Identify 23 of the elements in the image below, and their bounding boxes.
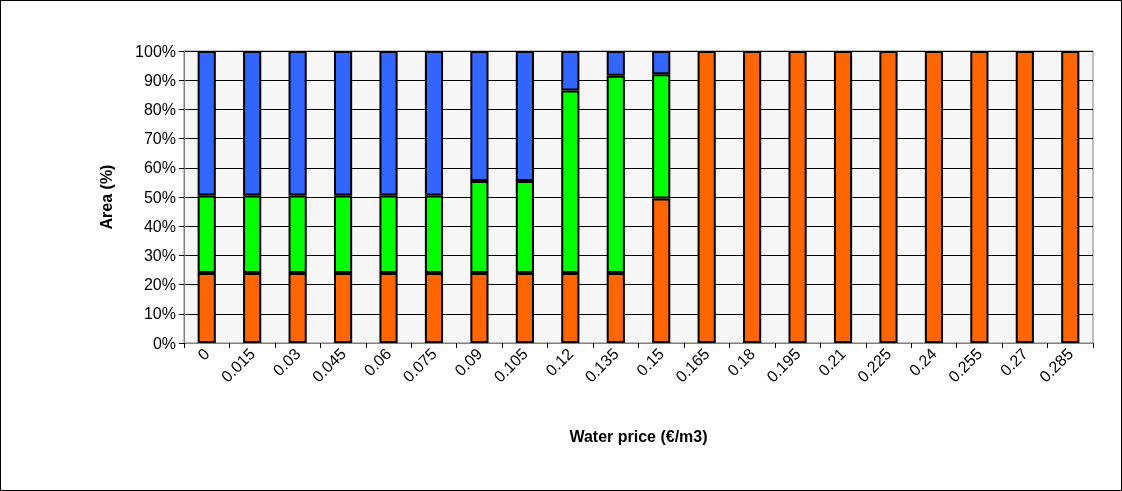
x-tick-label: 0.21 (815, 344, 850, 380)
y-tick-label: 50% (143, 188, 176, 206)
x-tick-label: 0.03 (269, 344, 304, 380)
y-tick-label: 40% (143, 217, 176, 235)
x-axis-title: Water price (€/m3) (569, 427, 708, 445)
x-tick-label: 0.15 (633, 344, 668, 380)
y-tick-label: 10% (143, 305, 176, 323)
x-tick-label: 0.12 (542, 344, 577, 380)
x-tick-label: 0.09 (451, 344, 486, 380)
y-tick-label: 70% (143, 130, 176, 148)
y-tick-label: 80% (143, 100, 176, 118)
y-tick-label: 30% (143, 246, 176, 264)
y-tick-label: 20% (143, 276, 176, 294)
x-tick-label: 0.06 (360, 344, 395, 380)
y-tick-label: 60% (143, 159, 176, 177)
x-tick-label: 0.24 (905, 344, 940, 380)
x-tick-label: 0.18 (724, 344, 759, 380)
y-tick-label: 0% (152, 334, 176, 352)
y-tick-label: 100% (135, 42, 176, 60)
y-axis-title: Area (%) (97, 164, 115, 230)
y-tick-label: 90% (143, 71, 176, 89)
x-tick-label: 0.27 (996, 344, 1031, 380)
x-tick-label: 0 (194, 344, 213, 364)
